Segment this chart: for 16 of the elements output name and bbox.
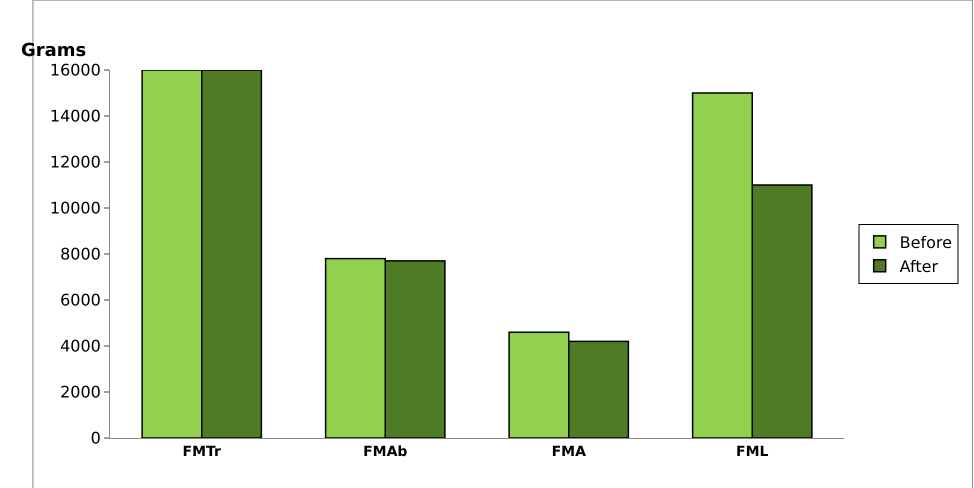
y-tick-label: 0 (90, 428, 101, 448)
x-tick-label: FMA (552, 444, 586, 460)
y-tick-label: 12000 (50, 152, 101, 172)
y-axis-title: Grams (21, 40, 86, 61)
y-tick-label: 10000 (50, 198, 101, 218)
x-tick-label: FML (736, 444, 769, 460)
legend-label: Before (900, 233, 952, 252)
x-tick-label: FMAb (363, 444, 408, 460)
y-tick-label: 8000 (60, 244, 101, 264)
y-tick-label: 14000 (50, 106, 101, 126)
x-tick-label: FMTr (182, 444, 222, 460)
legend-label: After (900, 256, 939, 276)
y-tick-label: 6000 (60, 290, 101, 310)
y-tick-label: 2000 (60, 382, 101, 402)
y-tick-label: 4000 (60, 336, 101, 356)
y-tick-label: 16000 (50, 60, 101, 80)
